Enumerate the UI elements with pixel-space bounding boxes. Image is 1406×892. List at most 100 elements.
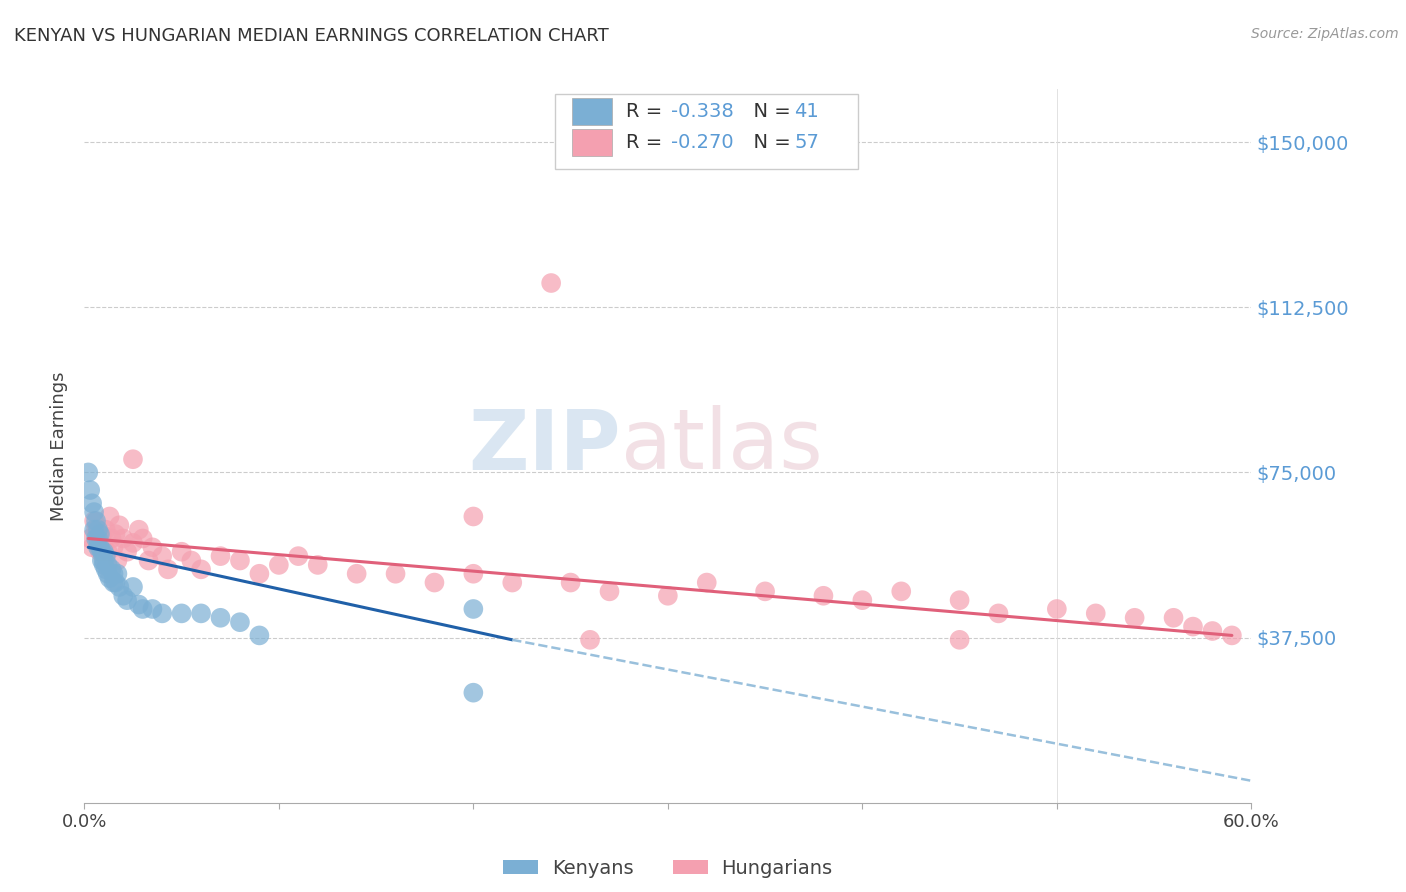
Point <box>267 558 290 572</box>
Point <box>696 575 718 590</box>
Point <box>93 545 115 559</box>
Text: N =: N = <box>741 102 797 121</box>
Point <box>98 509 121 524</box>
Point <box>209 549 232 563</box>
Point <box>346 566 368 581</box>
Point <box>89 545 111 559</box>
Point <box>1163 611 1185 625</box>
Point <box>93 541 115 555</box>
Y-axis label: Median Earnings: Median Earnings <box>51 371 69 521</box>
Point <box>90 553 112 567</box>
Point <box>463 686 485 700</box>
Text: -0.338: -0.338 <box>671 102 734 121</box>
Point <box>83 523 105 537</box>
Point <box>115 593 138 607</box>
Point <box>170 545 193 559</box>
Point <box>87 541 110 555</box>
Point <box>104 527 127 541</box>
Point <box>82 496 104 510</box>
Point <box>108 518 131 533</box>
Point <box>949 632 972 647</box>
Point <box>150 607 173 621</box>
Point <box>128 523 150 537</box>
Point <box>107 566 129 581</box>
Text: 57: 57 <box>794 133 820 153</box>
Text: -0.270: -0.270 <box>671 133 734 153</box>
Point <box>463 509 485 524</box>
Point <box>122 452 145 467</box>
Point <box>599 584 621 599</box>
Point <box>287 549 309 563</box>
Point <box>94 562 117 576</box>
Point <box>170 607 193 621</box>
Point <box>423 575 446 590</box>
Point <box>94 523 117 537</box>
Point <box>104 575 127 590</box>
Point <box>249 628 271 642</box>
Point <box>1123 611 1146 625</box>
Point <box>103 566 125 581</box>
Text: atlas: atlas <box>621 406 823 486</box>
Point <box>87 523 110 537</box>
Point <box>100 562 122 576</box>
Point <box>141 602 163 616</box>
Point <box>132 532 155 546</box>
Point <box>141 541 163 555</box>
Point <box>501 575 523 590</box>
Point <box>122 536 145 550</box>
Point <box>190 607 212 621</box>
Point <box>94 549 117 563</box>
Text: ZIP: ZIP <box>468 406 621 486</box>
Point <box>180 553 202 567</box>
Point <box>156 562 179 576</box>
Point <box>77 466 100 480</box>
Point <box>209 611 232 625</box>
Point <box>1046 602 1069 616</box>
Point <box>83 514 105 528</box>
Point <box>90 527 112 541</box>
Point <box>79 532 101 546</box>
Point <box>103 541 125 555</box>
Point <box>1201 624 1223 638</box>
Point <box>97 566 120 581</box>
Point <box>560 575 582 590</box>
Point <box>90 545 112 559</box>
Legend: Kenyans, Hungarians: Kenyans, Hungarians <box>496 851 839 886</box>
Point <box>1084 607 1107 621</box>
Point <box>122 580 145 594</box>
Point <box>463 602 485 616</box>
Point <box>84 523 107 537</box>
Point <box>890 584 912 599</box>
Point <box>107 553 129 567</box>
Point <box>79 483 101 497</box>
Point <box>249 566 271 581</box>
Point <box>190 562 212 576</box>
Point <box>98 571 121 585</box>
Point <box>128 598 150 612</box>
Text: KENYAN VS HUNGARIAN MEDIAN EARNINGS CORRELATION CHART: KENYAN VS HUNGARIAN MEDIAN EARNINGS CORR… <box>14 27 609 45</box>
Point <box>108 580 131 594</box>
Point <box>112 532 135 546</box>
Point <box>103 575 125 590</box>
Text: 41: 41 <box>794 102 820 121</box>
Point <box>949 593 972 607</box>
Point <box>97 558 120 572</box>
Point <box>89 541 111 555</box>
Point <box>84 532 107 546</box>
Point <box>384 566 406 581</box>
Point <box>93 553 115 567</box>
Point <box>112 589 135 603</box>
Point <box>579 632 602 647</box>
Point <box>851 593 873 607</box>
Point <box>813 589 835 603</box>
Point <box>307 558 329 572</box>
Point <box>754 584 776 599</box>
Point <box>1181 619 1204 633</box>
Point <box>87 532 110 546</box>
Point <box>93 558 115 572</box>
Point <box>540 276 562 290</box>
Point <box>83 505 105 519</box>
Point <box>89 527 111 541</box>
Point <box>132 602 155 616</box>
Text: R =: R = <box>626 133 668 153</box>
